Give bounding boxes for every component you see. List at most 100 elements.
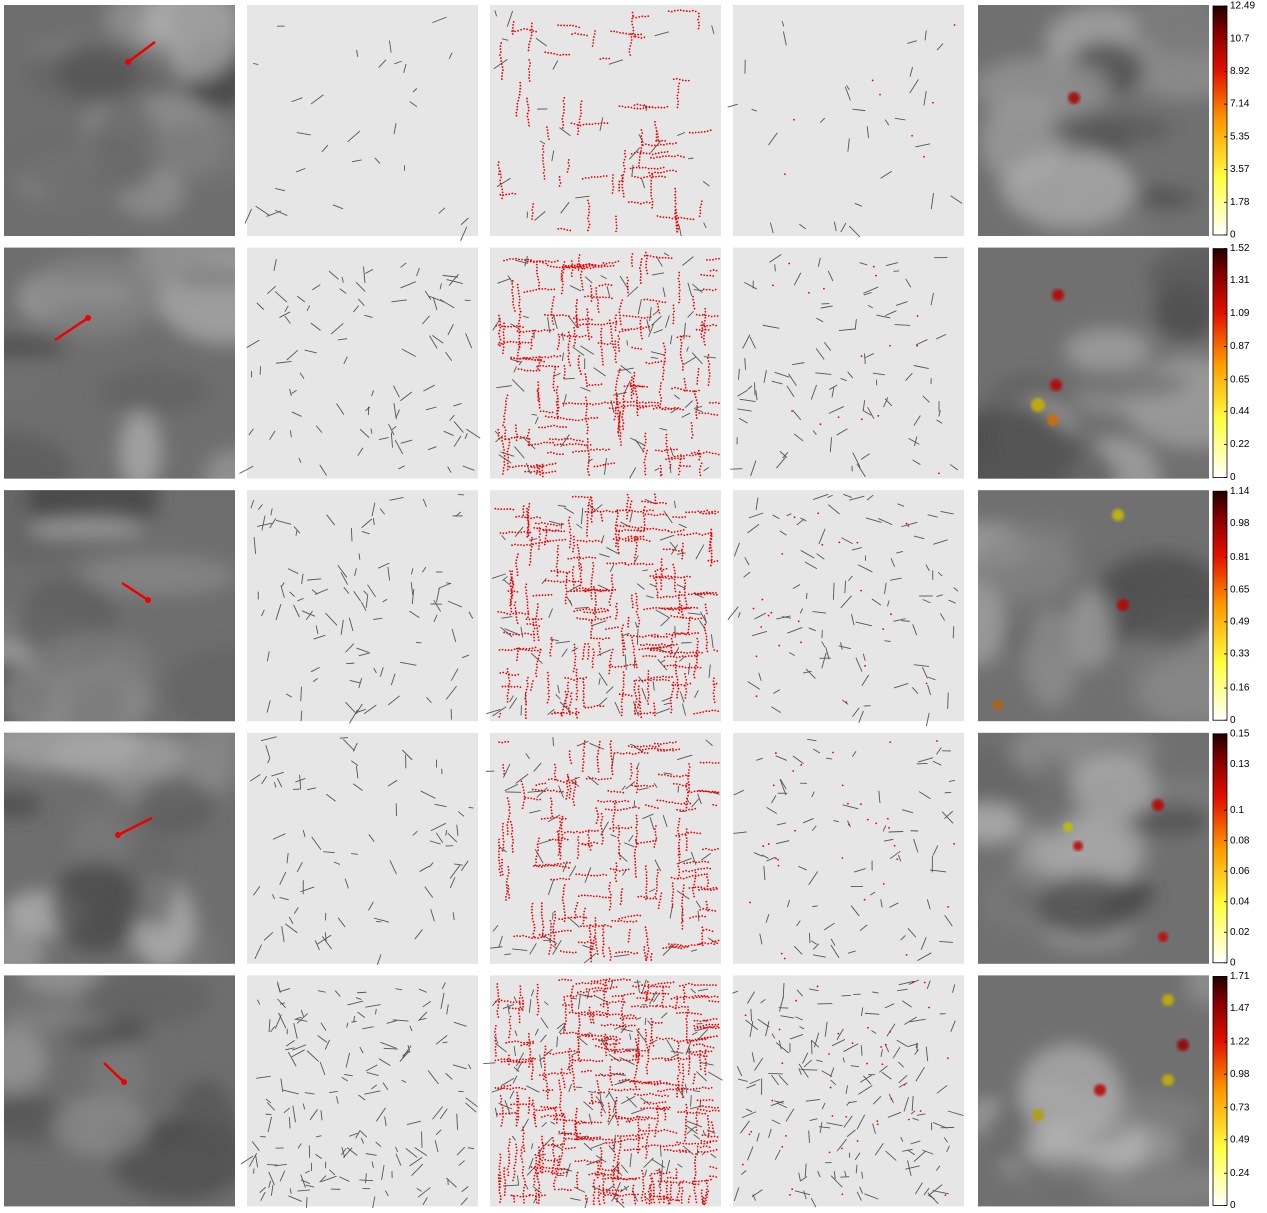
red-dot bbox=[570, 528, 572, 530]
red-dot bbox=[688, 763, 690, 765]
red-dot bbox=[537, 630, 539, 632]
red-dot bbox=[603, 801, 605, 803]
red-dot bbox=[686, 801, 688, 803]
red-dot bbox=[660, 608, 662, 610]
edge-segment bbox=[346, 663, 354, 664]
red-dot bbox=[535, 672, 537, 674]
colorbar-tick-label: 10.7 bbox=[1230, 33, 1250, 44]
red-dot bbox=[512, 280, 514, 282]
red-dot bbox=[676, 682, 678, 684]
red-dot bbox=[681, 516, 683, 518]
red-dot bbox=[592, 123, 594, 125]
red-dot bbox=[554, 261, 556, 263]
red-dot bbox=[576, 681, 578, 683]
red-dot bbox=[585, 396, 587, 398]
red-dot bbox=[514, 543, 516, 545]
red-dot bbox=[644, 946, 646, 948]
red-dot bbox=[553, 381, 555, 383]
red-dot bbox=[587, 445, 589, 447]
red-dot bbox=[663, 216, 665, 218]
red-dot bbox=[524, 465, 526, 467]
red-dot bbox=[696, 405, 698, 407]
red-dot bbox=[525, 358, 527, 360]
red-dot bbox=[550, 926, 552, 928]
red-dot bbox=[547, 678, 549, 680]
red-dot bbox=[569, 580, 571, 582]
red-dot bbox=[616, 603, 618, 605]
red-dot bbox=[583, 761, 585, 763]
red-dot bbox=[503, 260, 505, 262]
red-dot bbox=[618, 347, 620, 349]
red-dot bbox=[495, 325, 497, 327]
colorbar-tick-label: 7.14 bbox=[1230, 99, 1250, 110]
red-dot bbox=[536, 464, 538, 466]
red-dot bbox=[525, 936, 527, 938]
red-dot bbox=[558, 439, 560, 441]
red-dot bbox=[642, 512, 644, 514]
red-dot bbox=[638, 617, 640, 619]
red-dot bbox=[708, 513, 710, 515]
red-dot bbox=[647, 691, 649, 693]
red-dot bbox=[550, 944, 552, 946]
red-dot bbox=[549, 938, 551, 940]
red-dot bbox=[558, 931, 560, 933]
red-dot bbox=[560, 581, 562, 583]
red-dot bbox=[680, 155, 682, 157]
red-dot bbox=[527, 119, 529, 121]
red-dot bbox=[656, 881, 658, 883]
red-dot bbox=[587, 471, 589, 473]
red-dot bbox=[527, 465, 529, 467]
red-dot bbox=[626, 512, 628, 514]
red-dot bbox=[562, 523, 564, 525]
red-dot bbox=[666, 446, 668, 448]
red-dot bbox=[537, 276, 539, 278]
red-dot bbox=[588, 556, 590, 558]
red-dot bbox=[617, 335, 619, 337]
red-dot bbox=[623, 422, 625, 424]
red-dot bbox=[585, 608, 587, 610]
red-dot bbox=[591, 577, 593, 579]
red-dot bbox=[588, 203, 590, 205]
red-dot bbox=[649, 655, 651, 657]
red-dot bbox=[624, 529, 626, 531]
red-dot bbox=[665, 679, 667, 681]
red-dot bbox=[588, 831, 590, 833]
red-dot bbox=[543, 166, 545, 168]
red-dot bbox=[609, 800, 611, 802]
red-dot bbox=[512, 33, 514, 35]
red-dot bbox=[590, 586, 592, 588]
red-dot bbox=[715, 258, 717, 260]
red-dot bbox=[582, 289, 584, 291]
red-dot bbox=[574, 659, 576, 661]
red-dot bbox=[520, 85, 522, 87]
red-dot bbox=[585, 379, 587, 381]
red-dot bbox=[703, 338, 705, 340]
red-dot bbox=[635, 554, 637, 556]
red-dot bbox=[636, 602, 638, 604]
red-dot bbox=[544, 288, 546, 290]
red-dot bbox=[597, 830, 599, 832]
red-dot bbox=[521, 612, 523, 614]
red-dot bbox=[595, 807, 597, 809]
red-dot bbox=[579, 584, 581, 586]
red-dot bbox=[657, 168, 659, 170]
red-dot bbox=[704, 916, 706, 918]
red-dot bbox=[518, 97, 520, 99]
red-dot bbox=[635, 536, 637, 538]
red-dot bbox=[518, 293, 520, 295]
red-dot bbox=[631, 391, 633, 393]
red-dot bbox=[541, 288, 543, 290]
red-dot bbox=[675, 203, 677, 205]
red-dot bbox=[518, 515, 520, 517]
red-dot bbox=[577, 326, 579, 328]
red-dot bbox=[684, 597, 686, 599]
red-dot bbox=[616, 31, 618, 33]
red-dot bbox=[609, 667, 611, 669]
red-dot bbox=[552, 411, 554, 413]
red-dot bbox=[701, 935, 703, 937]
red-dot bbox=[678, 868, 680, 870]
red-dot bbox=[615, 666, 617, 668]
red-dot bbox=[644, 506, 646, 508]
red-dot bbox=[540, 442, 542, 444]
red-dot bbox=[696, 650, 698, 652]
